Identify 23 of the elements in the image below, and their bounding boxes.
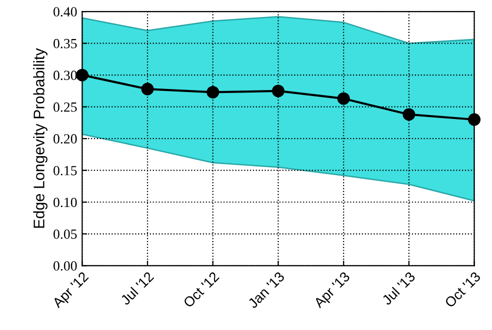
- x-tick-label: Jul '13: [381, 270, 416, 306]
- y-tick-label: 0.10: [54, 198, 77, 208]
- y-tick-label: 0.05: [54, 229, 77, 239]
- x-tick-label: Oct '13: [444, 271, 482, 308]
- x-tick-label: Jan '13: [247, 271, 286, 309]
- y-axis-title: Edge Longevity Probability: [33, 48, 48, 228]
- y-tick-label: 0.30: [54, 70, 77, 80]
- y-tick-label: 0.40: [54, 7, 77, 17]
- y-tick-label: 0.20: [54, 134, 77, 144]
- point: [141, 82, 154, 96]
- point: [206, 86, 220, 98]
- y-tick-label: 0.00: [54, 261, 77, 271]
- y-tick-label: 0.25: [54, 102, 77, 112]
- x-tick-label: Apr '12: [52, 271, 91, 310]
- point: [272, 84, 284, 98]
- point: [337, 92, 350, 105]
- y-tick-label: 0.35: [54, 38, 77, 48]
- point: [76, 68, 88, 82]
- y-tick-label: 0.15: [54, 166, 77, 176]
- x-tick-label: Apr '13: [313, 271, 352, 310]
- point: [402, 108, 416, 121]
- x-tick-label: Oct '12: [182, 271, 220, 308]
- x-tick-label: Jul '12: [120, 271, 154, 306]
